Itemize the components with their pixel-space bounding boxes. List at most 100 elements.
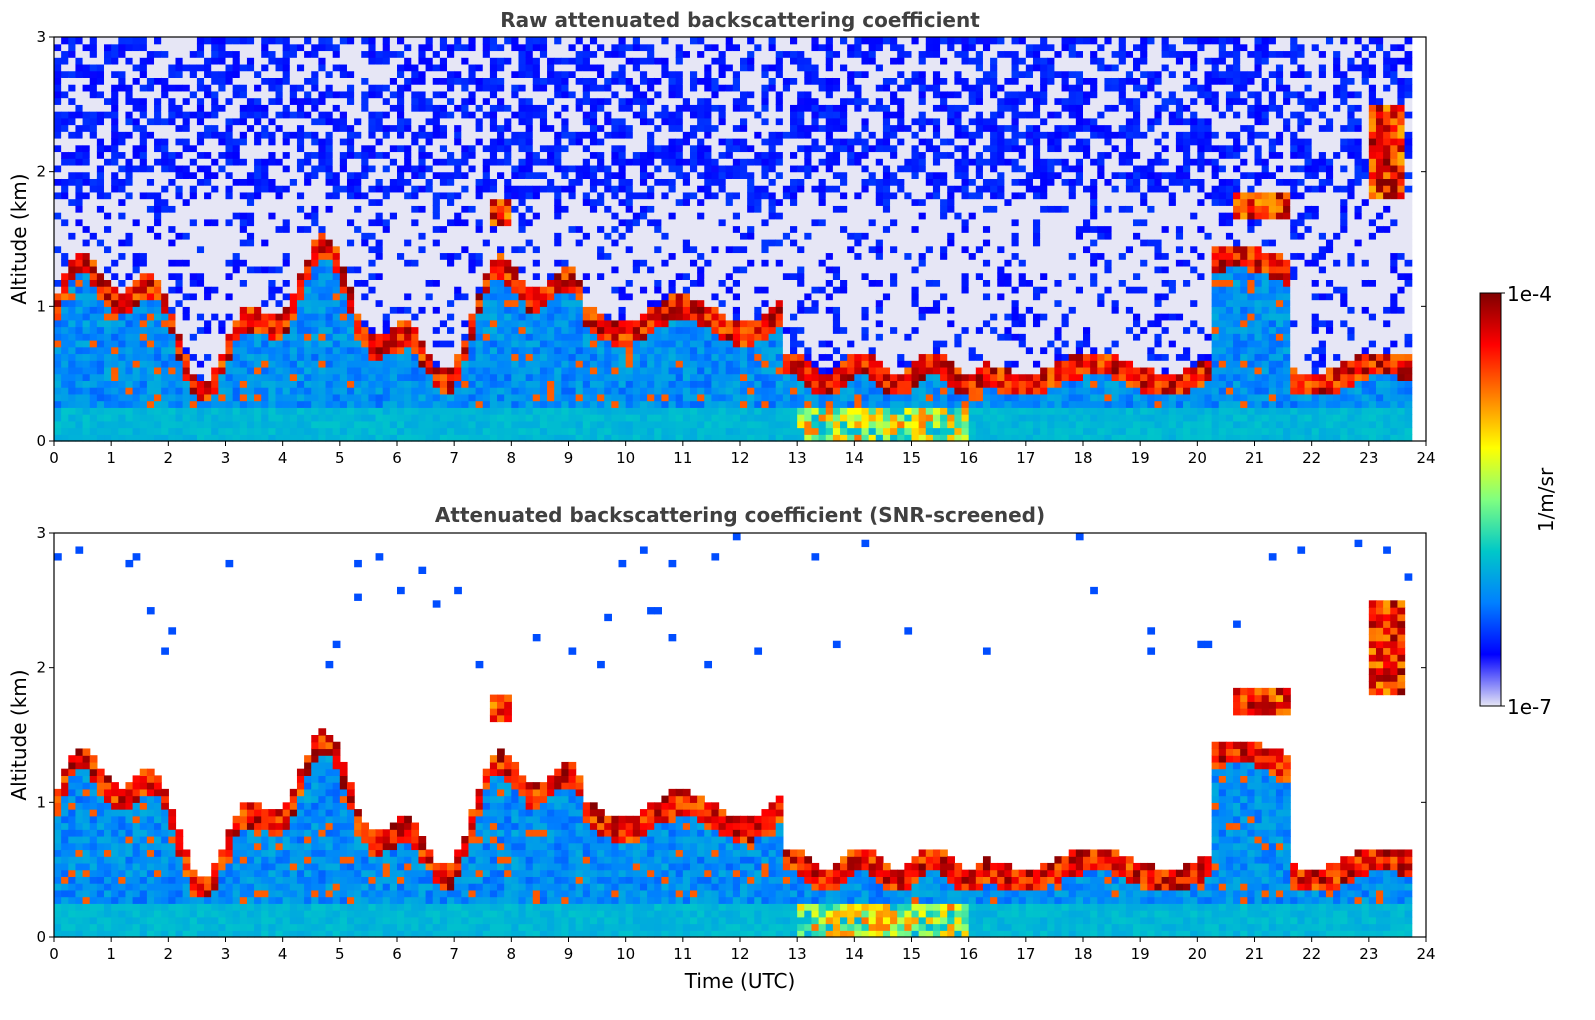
heatmap-cell	[468, 319, 477, 328]
heatmap-cell	[304, 57, 312, 65]
heatmap-cell	[439, 84, 448, 92]
heatmap-cell	[454, 265, 462, 274]
heatmap-cell	[225, 279, 234, 287]
heatmap-cell	[89, 63, 98, 72]
heatmap-cell	[389, 77, 398, 85]
heatmap-cell	[318, 185, 327, 193]
heatmap-cell	[232, 144, 241, 153]
heatmap-cell	[218, 245, 227, 254]
heatmap-cell	[418, 151, 427, 159]
heatmap-cell	[404, 420, 412, 429]
heatmap-cell	[425, 37, 434, 45]
heatmap-cell	[411, 272, 420, 280]
heatmap-cell	[125, 124, 134, 132]
heatmap-cell	[218, 151, 227, 159]
heatmap-cell	[282, 434, 291, 442]
heatmap-cell	[75, 158, 84, 166]
heatmap-cell	[561, 191, 570, 200]
heatmap-cell	[547, 245, 555, 254]
heatmap-cell	[397, 333, 405, 341]
heatmap-cell	[325, 400, 334, 408]
heatmap-cell	[211, 340, 219, 348]
heatmap-cell	[497, 245, 505, 254]
heatmap-cell	[539, 272, 548, 280]
heatmap-cell	[68, 313, 77, 321]
heatmap-cell	[604, 90, 612, 99]
heatmap-cell	[89, 104, 98, 112]
heatmap-cell	[518, 124, 527, 132]
heatmap-cell	[182, 138, 191, 146]
heatmap-cell	[125, 292, 134, 301]
heatmap-cell	[561, 212, 570, 220]
heatmap-cell	[382, 205, 391, 213]
heatmap-cell	[618, 158, 627, 166]
heatmap-cell	[561, 286, 570, 294]
heatmap-cell	[361, 111, 370, 119]
heatmap-cell	[618, 265, 627, 274]
heatmap-cell	[447, 50, 455, 58]
heatmap-cell	[425, 70, 434, 78]
heatmap-cell	[611, 400, 620, 408]
heatmap-cell	[504, 333, 512, 341]
heatmap-cell	[425, 259, 434, 267]
heatmap-cell	[61, 393, 69, 402]
heatmap-cell	[582, 77, 591, 85]
heatmap-cell	[589, 138, 598, 146]
heatmap-cell	[318, 57, 327, 65]
heatmap-cell	[54, 272, 62, 280]
heatmap-cell	[254, 427, 262, 435]
heatmap-cell	[454, 326, 462, 334]
heatmap-cell	[432, 272, 441, 280]
heatmap-cell	[447, 191, 455, 200]
heatmap-cell	[568, 252, 577, 260]
heatmap-cell	[597, 286, 605, 294]
heatmap-cell	[432, 245, 441, 254]
heatmap-cell	[189, 77, 198, 85]
heatmap-cell	[154, 50, 162, 58]
heatmap-cell	[475, 37, 484, 45]
heatmap-cell	[304, 50, 312, 58]
heatmap-cell	[568, 77, 577, 85]
heatmap-cell	[168, 393, 177, 402]
heatmap-cell	[389, 138, 398, 146]
heatmap-cell	[154, 70, 162, 78]
heatmap-cell	[589, 360, 598, 368]
heatmap-cell	[389, 393, 398, 402]
heatmap-cell	[539, 57, 548, 65]
heatmap-cell	[525, 158, 534, 166]
heatmap-cell	[182, 63, 191, 72]
heatmap-cell	[447, 333, 455, 341]
heatmap-cell	[182, 353, 191, 361]
heatmap-cell	[189, 37, 198, 45]
heatmap-cell	[196, 279, 205, 287]
heatmap-cell	[218, 171, 227, 179]
heatmap-cell	[275, 380, 284, 388]
heatmap-cell	[54, 400, 62, 408]
heatmap-cell	[61, 171, 69, 179]
heatmap-cell	[268, 232, 277, 240]
heatmap-cell	[68, 84, 77, 92]
heatmap-cell	[261, 151, 269, 159]
heatmap-cell	[454, 164, 462, 173]
heatmap-cell	[404, 185, 412, 193]
heatmap-cell	[204, 117, 212, 126]
heatmap-cell	[282, 286, 291, 294]
heatmap-cell	[547, 37, 555, 45]
heatmap-cell	[511, 434, 520, 442]
heatmap-cell	[75, 84, 84, 92]
heatmap-cell	[204, 407, 212, 415]
heatmap-cell	[382, 225, 391, 233]
heatmap-cell	[139, 37, 148, 45]
heatmap-cell	[332, 131, 341, 139]
heatmap-cell	[196, 111, 205, 119]
heatmap-cell	[104, 225, 112, 233]
heatmap-cell	[246, 393, 255, 402]
heatmap-cell	[518, 239, 527, 247]
heatmap-cell	[554, 144, 562, 153]
heatmap-cell	[89, 158, 98, 166]
heatmap-cell	[132, 164, 141, 173]
heatmap-cell	[432, 198, 441, 206]
heatmap-cell	[461, 306, 470, 314]
heatmap-cell	[289, 131, 298, 139]
heatmap-cell	[311, 286, 319, 294]
